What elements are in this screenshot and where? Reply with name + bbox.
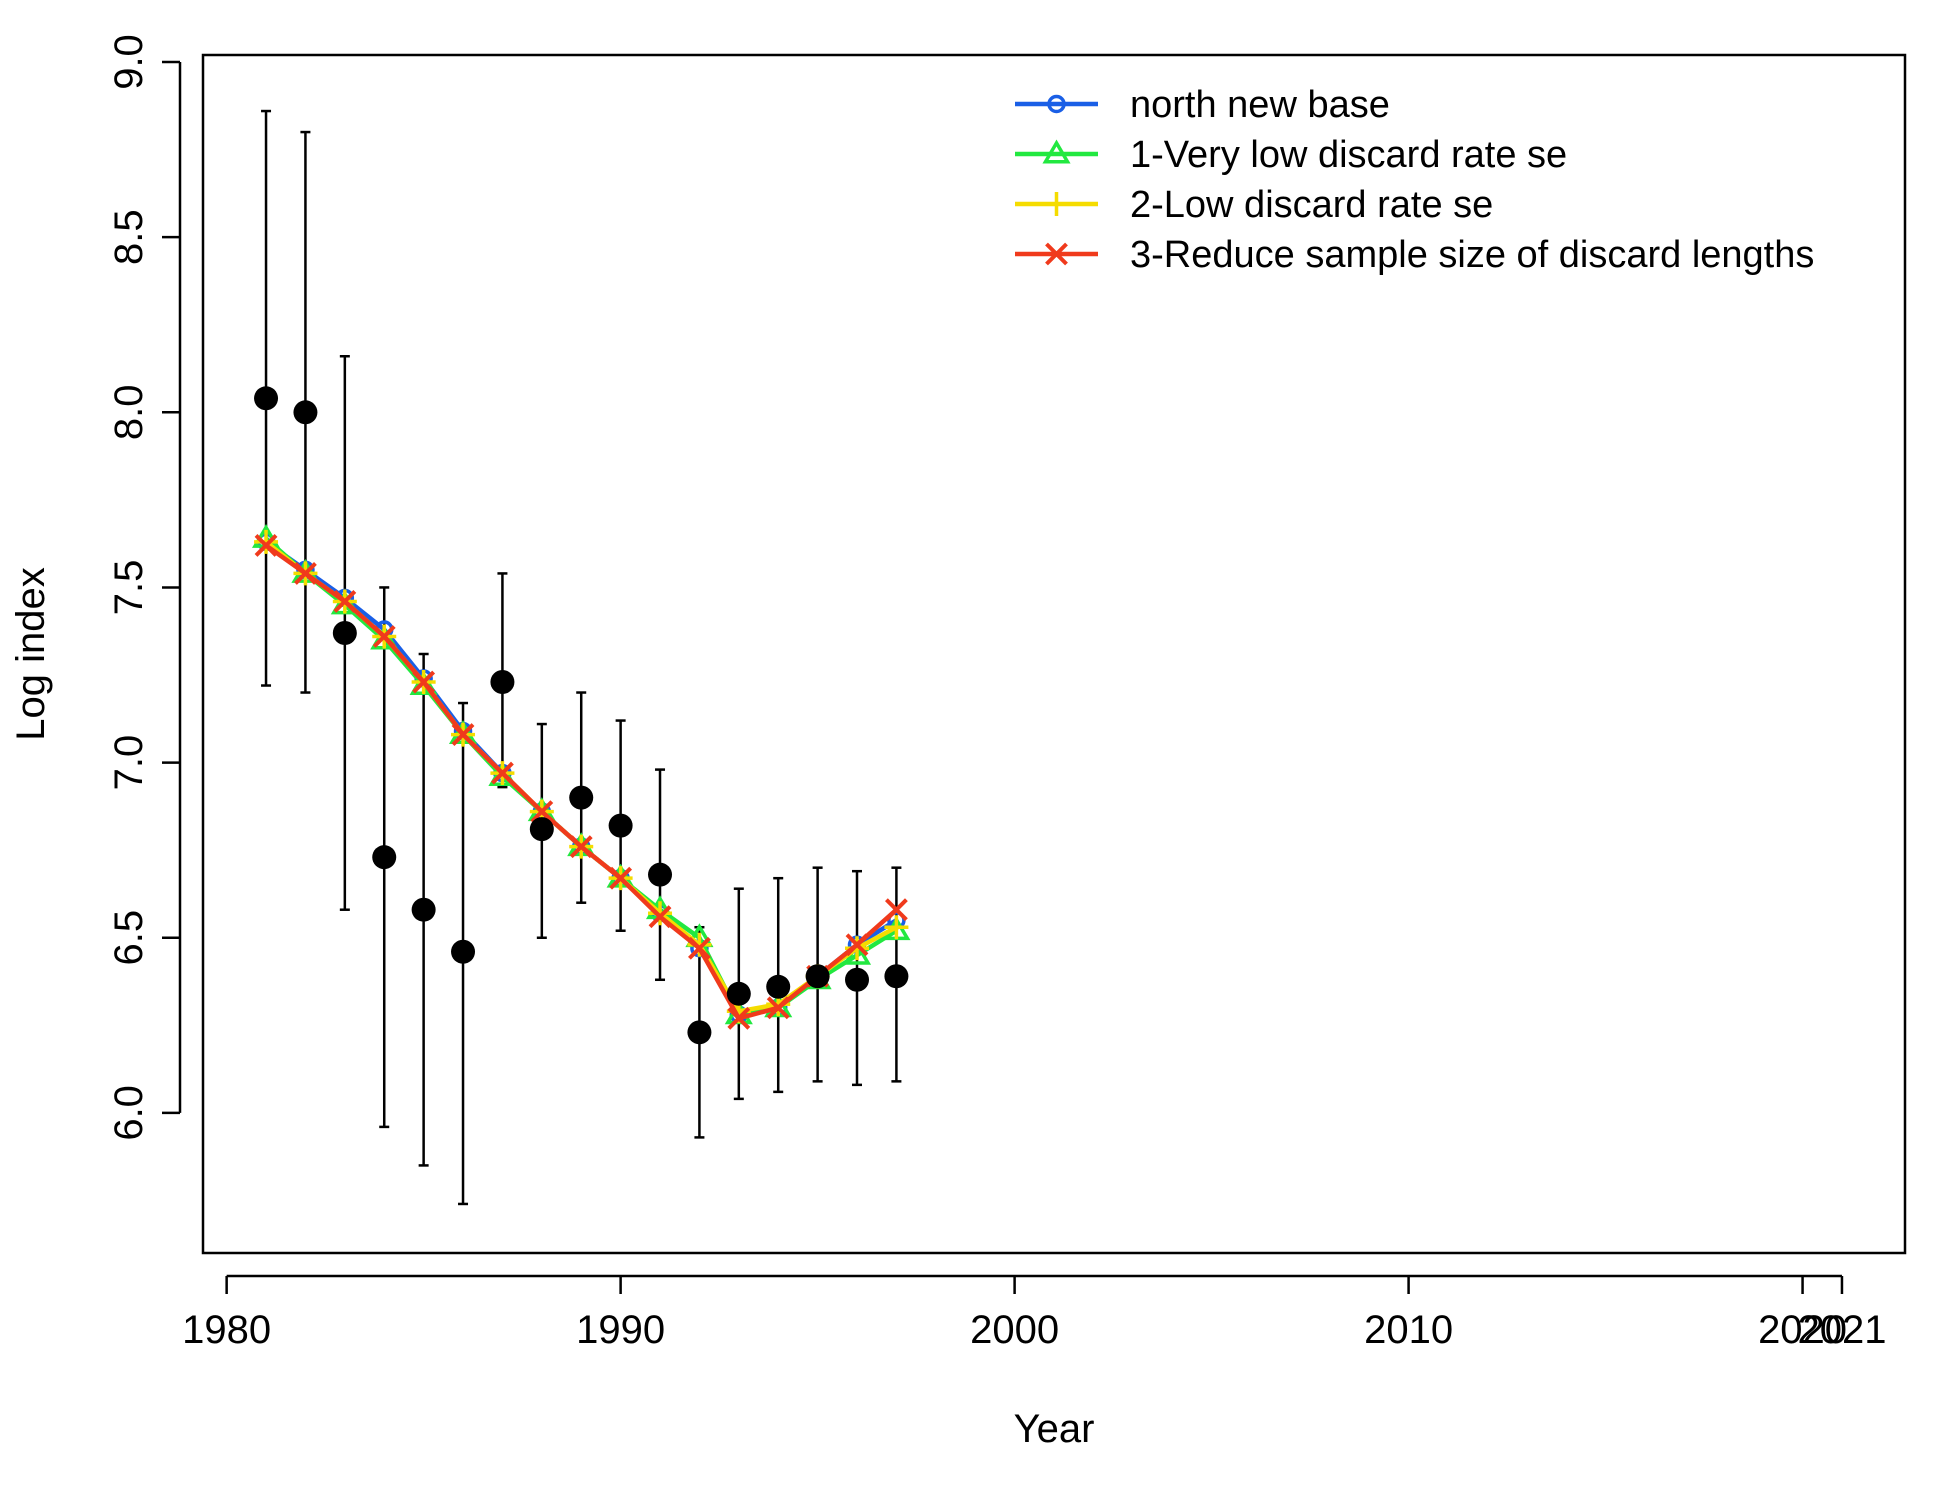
point-marker-cross — [412, 670, 436, 694]
y-tick-label: 9.0 — [107, 34, 151, 90]
point-marker-cross — [727, 1006, 751, 1030]
observed-point — [293, 400, 318, 425]
observed-point — [332, 620, 357, 645]
legend-label: 3-Reduce sample size of discard lengths — [1130, 234, 1814, 276]
observed-point — [254, 386, 279, 411]
point-marker-cross — [1045, 242, 1068, 266]
point-marker-cross — [609, 866, 633, 890]
point-marker-cross — [333, 590, 357, 613]
observed-point — [372, 845, 397, 870]
point-marker-cross — [648, 905, 672, 929]
observed-point — [569, 785, 594, 810]
observed-point — [687, 1020, 712, 1045]
point-marker-cross — [372, 625, 396, 648]
point-marker-cross — [766, 996, 790, 1020]
legend: north new base 1-Very low discard rate se… — [1015, 84, 1814, 276]
y-axis: 6.0 6.5 7.0 7.5 8.0 8.5 9.0 — [107, 34, 182, 1141]
point-marker-cross — [845, 933, 869, 957]
legend-label: north new base — [1130, 84, 1390, 126]
y-tick-label: 7.0 — [107, 735, 151, 791]
observed-points — [254, 386, 909, 1045]
point-marker-cross — [569, 835, 593, 859]
x-tick-label: 2010 — [1364, 1308, 1453, 1352]
y-tick-label: 8.5 — [107, 209, 151, 265]
point-marker-cross — [491, 761, 514, 785]
observed-point — [766, 974, 791, 999]
observed-point — [529, 817, 554, 842]
observed-point — [451, 939, 476, 964]
error-bars — [261, 109, 902, 1206]
legend-label: 2-Low discard rate se — [1130, 184, 1493, 226]
point-marker-cross — [451, 723, 475, 746]
x-axis-title: Year — [1014, 1407, 1095, 1451]
y-tick-label: 8.0 — [107, 384, 151, 440]
legend-label: 1-Very low discard rate se — [1130, 134, 1567, 176]
observed-point — [726, 981, 751, 1006]
point-marker-cross — [884, 898, 908, 922]
observed-point — [884, 964, 909, 989]
point-marker-circle — [1047, 94, 1066, 114]
x-tick-label: 2020 — [1758, 1308, 1847, 1352]
x-tick-label: 1990 — [576, 1308, 665, 1352]
point-marker-cross — [254, 533, 278, 557]
observed-point — [805, 964, 830, 989]
observed-point — [608, 813, 633, 838]
observed-point — [411, 897, 436, 922]
x-tick-label: 2000 — [970, 1308, 1059, 1352]
point-marker-triangle — [1042, 139, 1071, 164]
y-axis-title: Log index — [9, 567, 53, 740]
point-marker-plus — [845, 936, 870, 961]
x-tick-label: 1980 — [182, 1308, 271, 1352]
y-tick-label: 6.5 — [107, 910, 151, 966]
point-marker-cross — [688, 936, 711, 960]
point-marker-plus — [254, 529, 279, 554]
point-marker-cross — [294, 562, 317, 585]
x-tick-label: 2021 — [1797, 1308, 1886, 1352]
plot-frame — [201, 53, 1907, 1255]
observed-point — [845, 967, 870, 992]
y-tick-label: 7.5 — [107, 560, 151, 616]
observed-point — [648, 862, 673, 887]
point-marker-plus — [1044, 192, 1069, 216]
point-marker-plus — [648, 901, 673, 926]
point-marker-plus — [884, 915, 909, 940]
y-tick-label: 6.0 — [107, 1085, 151, 1141]
observed-point — [490, 670, 515, 695]
point-marker-cross — [530, 800, 554, 824]
